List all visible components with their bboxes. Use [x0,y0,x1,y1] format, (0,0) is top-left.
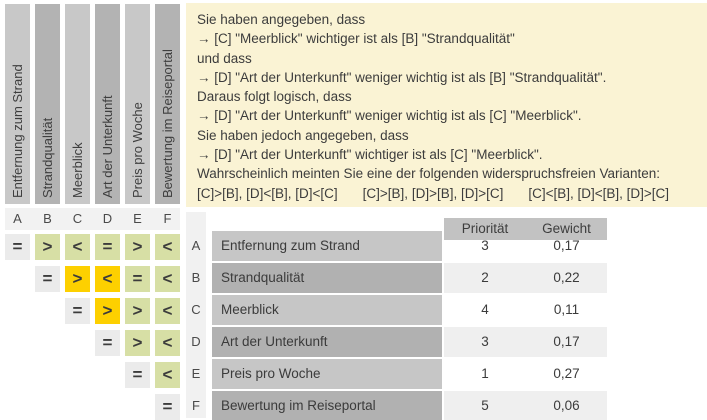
comparison-cell-bc[interactable]: > [65,266,90,292]
column-header-label: Bewertung im Reiseportal [160,49,175,198]
column-header-e: Preis pro Woche [125,4,150,204]
criterion-name-f: Bewertung im Reiseportal [212,391,442,420]
comparison-cell-ab[interactable]: > [35,234,60,260]
warning-line: Daraus folgt logisch, dass [197,89,352,105]
row-letter-e: E [191,366,201,381]
comparison-cell-ac[interactable]: < [65,234,90,260]
comparison-cell-ae[interactable]: > [125,234,150,260]
comparison-cell-ef[interactable]: < [155,362,180,388]
comparison-cell-bf[interactable]: < [155,266,180,292]
criterion-name-c: Meerblick [212,295,442,325]
priority-value-c: 4 [481,302,489,317]
variant-options-row: [C]>[B], [D]<[B], [D]<[C] [C]>[B], [D]>[B… [197,184,699,203]
criterion-values-b: 2 0,22 [444,263,607,293]
comparison-cell-bd[interactable]: < [95,266,120,292]
column-letter-a: A [13,211,22,226]
priority-value-a: 3 [481,238,489,253]
column-header-label: Art der Unterkunft [100,95,115,198]
row-letter-d: D [191,334,201,349]
variant-option-3: [C]<[B], [D]<[B], [D]>[C] [528,185,670,201]
column-letter-f: F [163,211,172,226]
column-letter-e: E [133,211,142,226]
comparison-cell-cd[interactable]: > [95,298,120,324]
priority-value-e: 1 [481,366,489,381]
diagonal-cell-ff: = [155,394,180,420]
column-header-d: Art der Unterkunft [95,4,120,204]
priority-header: Priorität [461,221,509,236]
criterion-values-f: 5 0,06 [444,391,607,420]
warning-line: → [D] "Art der Unterkunft" weniger wicht… [197,69,607,85]
weight-value-c: 0,11 [553,302,580,317]
criterion-name-b: Strandqualität [212,263,442,293]
variant-option-2: [C]>[B], [D]>[B], [D]>[C] [362,185,504,201]
weight-value-d: 0,17 [553,334,580,349]
warning-line: Wahrscheinlich meinten Sie eine der folg… [197,166,661,182]
row-letters-strip: A B C D E F [186,212,206,418]
criterion-values-d: 3 0,17 [444,327,607,357]
column-header-label: Preis pro Woche [130,102,145,198]
warning-line: und dass [197,50,252,66]
comparison-cell-be[interactable]: = [125,266,150,292]
warning-line: → [D] "Art der Unterkunft" wichtiger ist… [197,147,543,163]
criterion-name-d: Art der Unterkunft [212,327,442,357]
comparison-cell-cf[interactable]: < [155,298,180,324]
priority-value-f: 5 [481,398,489,413]
column-header-b: Strandqualität [35,4,60,204]
column-header-label: Strandqualität [40,117,55,198]
diagonal-cell-aa: = [5,234,30,260]
criterion-name-a: Entfernung zum Strand [212,231,442,261]
diagonal-cell-bb: = [35,266,60,292]
column-header-c: Meerblick [65,4,90,204]
diagonal-cell-dd: = [95,330,120,356]
comparison-cell-af[interactable]: < [155,234,180,260]
column-header-label: Meerblick [70,142,85,198]
column-letter-d: D [102,211,113,226]
variant-option-1: [C]>[B], [D]<[B], [D]<[C] [197,185,338,201]
row-letter-c: C [191,302,201,317]
priority-value-b: 2 [481,270,489,285]
column-letter-b: B [43,211,52,226]
comparison-cell-ad[interactable]: = [95,234,120,260]
results-table-header: Priorität Gewicht [444,218,607,240]
weight-header: Gewicht [542,221,591,236]
criterion-values-c: 4 0,11 [444,295,607,325]
weight-value-b: 0,22 [553,270,580,285]
warning-line: → [C] "Meerblick" wichtiger ist als [B] … [197,31,515,47]
row-letter-f: F [192,398,200,413]
column-header-a: Entfernung zum Strand [5,4,30,204]
column-letters-row: A B C D E F [5,208,180,230]
column-letter-c: C [72,211,83,226]
priority-value-d: 3 [481,334,489,349]
warning-line: Sie haben jedoch angegeben, dass [197,127,409,143]
criterion-values-e: 1 0,27 [444,359,607,389]
comparison-cell-de[interactable]: > [125,330,150,356]
diagonal-cell-cc: = [65,298,90,324]
comparison-cell-df[interactable]: < [155,330,180,356]
consistency-warning-box: Sie haben angegeben, dass → [C] "Meerblic… [186,3,707,207]
column-header-f: Bewertung im Reiseportal [155,4,180,204]
warning-line: → [D] "Art der Unterkunft" weniger wicht… [197,108,582,124]
column-header-label: Entfernung zum Strand [10,64,25,198]
weight-value-a: 0,17 [553,238,580,253]
weight-value-e: 0,27 [553,366,580,381]
row-letter-a: A [191,238,201,253]
criterion-name-e: Preis pro Woche [212,359,442,389]
criterion-values-a: 3 0,17 [444,231,607,261]
warning-line: Sie haben angegeben, dass [197,12,366,27]
comparison-cell-ce[interactable]: > [125,298,150,324]
diagonal-cell-ee: = [125,362,150,388]
row-letter-b: B [191,270,201,285]
weight-value-f: 0,06 [553,398,580,413]
